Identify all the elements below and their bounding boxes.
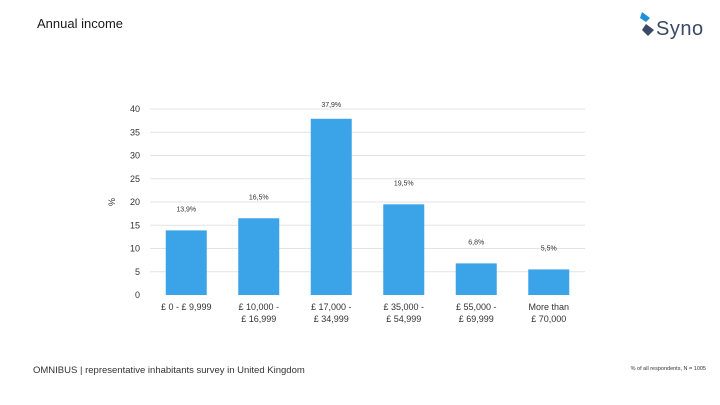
- x-tick-label: £ 16,999: [241, 314, 276, 324]
- x-tick-label: £ 10,000 -: [238, 302, 279, 312]
- y-tick-label: 15: [130, 220, 140, 230]
- bar: [165, 230, 207, 295]
- syno-logo-icon: [640, 12, 654, 36]
- data-label: 13,9%: [176, 206, 196, 213]
- bar: [238, 218, 280, 295]
- x-tick-label: £ 0 - £ 9,999: [161, 302, 212, 312]
- x-tick-label: £ 34,999: [314, 314, 349, 324]
- chart-title: Annual income: [37, 16, 123, 31]
- x-tick-label: £ 55,000 -: [456, 302, 497, 312]
- logo-mark-top: [640, 12, 650, 22]
- y-tick-label: 30: [130, 151, 140, 161]
- survey-source: OMNIBUS | representative inhabitants sur…: [33, 365, 305, 376]
- y-tick-label: 5: [135, 267, 140, 277]
- x-tick-label: £ 69,999: [459, 314, 494, 324]
- y-tick-label: 20: [130, 197, 140, 207]
- data-label: 6,8%: [468, 239, 484, 246]
- y-tick-label: 40: [130, 104, 140, 114]
- data-label: 37,9%: [321, 102, 341, 109]
- y-tick-label: 0: [135, 290, 140, 300]
- bar: [528, 269, 570, 295]
- x-tick-label: £ 70,000: [531, 314, 566, 324]
- y-tick-label: 25: [130, 174, 140, 184]
- data-label: 16,5%: [249, 194, 269, 201]
- bar: [455, 263, 497, 295]
- data-label: 19,5%: [394, 180, 414, 187]
- respondent-base: % of all respondents, N = 1005: [630, 366, 706, 372]
- y-tick-label: 35: [130, 127, 140, 137]
- bar: [383, 204, 425, 295]
- logo-mark-bottom: [642, 24, 654, 36]
- data-label: 5,5%: [541, 245, 557, 252]
- bar: [310, 118, 352, 295]
- x-tick-label: More than: [528, 302, 569, 312]
- x-tick-label: £ 17,000 -: [311, 302, 352, 312]
- x-tick-label: £ 35,000 -: [383, 302, 424, 312]
- x-tick-label: £ 54,999: [386, 314, 421, 324]
- y-axis-label: %: [107, 198, 117, 206]
- y-tick-label: 10: [130, 244, 140, 254]
- logo-text: Syno: [656, 18, 704, 40]
